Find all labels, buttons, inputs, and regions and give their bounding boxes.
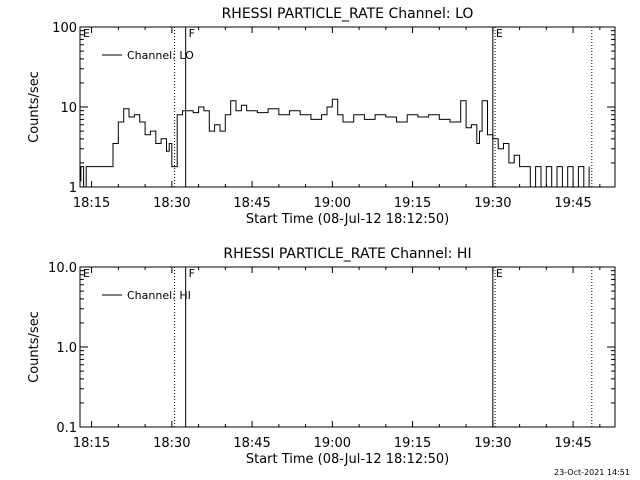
x-tick-label: 19:00 bbox=[314, 196, 351, 211]
x-tick-label: 19:30 bbox=[474, 436, 511, 451]
x-tick-label: 19:15 bbox=[394, 436, 431, 451]
x-axis-label: Start Time (08-Jul-12 18:12:50) bbox=[246, 212, 449, 227]
event-marker-label: E bbox=[83, 267, 90, 280]
chart-title: RHESSI PARTICLE_RATE Channel: LO bbox=[222, 6, 474, 22]
x-tick-label: 19:45 bbox=[554, 196, 591, 211]
event-marker-label: E bbox=[496, 27, 503, 40]
y-tick-label: 0.1 bbox=[56, 421, 77, 436]
y-tick-label: 1 bbox=[69, 181, 77, 196]
x-tick-label: 18:30 bbox=[153, 196, 190, 211]
y-axis-label: Counts/sec bbox=[27, 71, 42, 143]
timestamp: 23-Oct-2021 14:51 bbox=[554, 468, 630, 477]
event-marker-label: E bbox=[83, 27, 90, 40]
x-axis-label: Start Time (08-Jul-12 18:12:50) bbox=[246, 452, 449, 467]
legend-label: Channel: HI bbox=[127, 289, 191, 302]
x-tick-label: 19:45 bbox=[554, 436, 591, 451]
x-tick-label: 19:30 bbox=[474, 196, 511, 211]
chart-title: RHESSI PARTICLE_RATE Channel: HI bbox=[223, 246, 471, 262]
x-tick-label: 19:00 bbox=[314, 436, 351, 451]
y-tick-label: 10.0 bbox=[48, 261, 77, 276]
x-tick-label: 18:15 bbox=[73, 436, 110, 451]
x-tick-label: 19:15 bbox=[394, 196, 431, 211]
y-axis-label: Counts/sec bbox=[27, 311, 42, 383]
event-marker-label: E bbox=[496, 267, 503, 280]
legend-label: Channel: LO bbox=[127, 49, 194, 62]
y-tick-label: 1.0 bbox=[56, 341, 77, 356]
x-tick-label: 18:30 bbox=[153, 436, 190, 451]
series-line bbox=[80, 98, 590, 188]
x-tick-label: 18:45 bbox=[233, 436, 270, 451]
y-tick-label: 100 bbox=[52, 21, 77, 36]
event-marker-label: F bbox=[189, 267, 195, 280]
event-marker-label: F bbox=[189, 27, 195, 40]
x-tick-label: 18:45 bbox=[233, 196, 270, 211]
y-tick-label: 10 bbox=[60, 101, 77, 116]
x-tick-label: 18:15 bbox=[73, 196, 110, 211]
